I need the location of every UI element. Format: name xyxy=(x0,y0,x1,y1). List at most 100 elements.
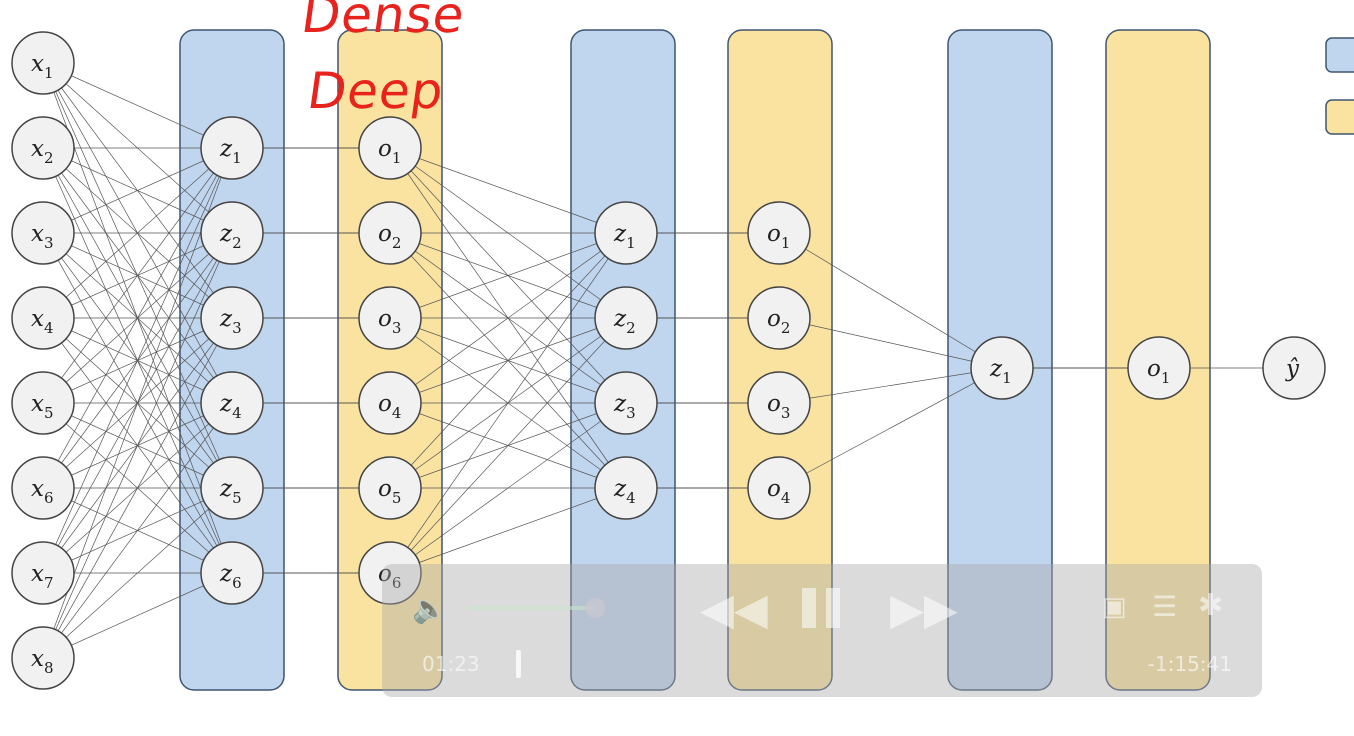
node-label: o1 xyxy=(1147,356,1170,387)
node-circle xyxy=(358,286,422,350)
node-o-2-5: o5 xyxy=(358,456,422,520)
node-circle xyxy=(594,286,658,350)
playlist-icon[interactable]: ☰ xyxy=(1152,590,1178,623)
connection-edge xyxy=(389,232,627,574)
node-input-0-8: x8 xyxy=(11,626,75,690)
node-input-0-6: x6 xyxy=(11,456,75,520)
rewind-icon[interactable]: ◀◀ xyxy=(700,584,768,635)
volume-slider-track[interactable] xyxy=(467,606,595,610)
node-circle xyxy=(11,456,75,520)
node-o-4-4: o4 xyxy=(747,456,811,520)
fast-forward-icon[interactable]: ▶▶ xyxy=(890,584,958,635)
connection-edge xyxy=(42,147,233,234)
node-label: x5 xyxy=(31,391,54,422)
node-label: o2 xyxy=(378,221,401,252)
node-circle xyxy=(200,201,264,265)
node-circle xyxy=(1127,336,1191,400)
connection-edge xyxy=(389,232,627,319)
node-label: z1 xyxy=(219,136,242,167)
node-label: z2 xyxy=(219,221,242,252)
connection-edge xyxy=(42,147,233,404)
node-circle xyxy=(594,456,658,520)
node-z-3-4: z4 xyxy=(594,456,658,520)
connection-edge xyxy=(42,487,233,659)
volume-slider-knob[interactable] xyxy=(585,598,605,618)
node-label: x1 xyxy=(31,51,54,82)
node-input-0-4: x4 xyxy=(11,286,75,350)
picture-in-picture-icon[interactable]: ▣ xyxy=(1102,592,1127,622)
node-circle xyxy=(594,371,658,435)
node-label: x4 xyxy=(31,306,54,337)
connection-edge xyxy=(42,232,233,659)
connection-edge xyxy=(42,317,233,659)
node-label: z5 xyxy=(219,476,242,507)
node-label: o4 xyxy=(378,391,401,422)
node-circle xyxy=(970,336,1034,400)
node-z-1-1: z1 xyxy=(200,116,264,180)
node-circle xyxy=(747,371,811,435)
node-circle xyxy=(747,456,811,520)
node-input-0-1: x1 xyxy=(11,31,75,95)
node-circle xyxy=(358,371,422,435)
node-z-1-6: z6 xyxy=(200,541,264,605)
connection-edge xyxy=(389,232,627,404)
connection-edge xyxy=(42,147,233,574)
node-circle xyxy=(358,201,422,265)
layer-band-3 xyxy=(570,29,676,691)
connection-edge xyxy=(42,147,233,319)
settings-icon[interactable]: ✱ xyxy=(1198,588,1224,623)
node-label: o6 xyxy=(378,561,401,592)
node-circle xyxy=(11,371,75,435)
node-o-2-3: o3 xyxy=(358,286,422,350)
node-circle xyxy=(358,456,422,520)
node-z-5-1: z1 xyxy=(970,336,1034,400)
connection-edge xyxy=(42,62,233,149)
elapsed-time: 01:23 xyxy=(422,652,480,676)
handwritten-note-deep: Deep xyxy=(303,62,448,120)
node-circle xyxy=(747,286,811,350)
node-o-6-1: o1 xyxy=(1127,336,1191,400)
node-input-0-2: x2 xyxy=(11,116,75,180)
node-label: x8 xyxy=(31,646,54,677)
node-o-4-3: o3 xyxy=(747,371,811,435)
node-circle xyxy=(358,541,422,605)
node-label: z6 xyxy=(219,561,242,592)
node-input-0-5: x5 xyxy=(11,371,75,435)
connection-edge xyxy=(389,487,627,574)
node-z-1-3: z3 xyxy=(200,286,264,350)
node-circle xyxy=(11,201,75,265)
node-label: z3 xyxy=(613,391,636,422)
connection-edge xyxy=(778,367,1003,404)
node-o-2-6: o6 xyxy=(358,541,422,605)
node-label: z1 xyxy=(989,356,1012,387)
node-label: x3 xyxy=(31,221,54,252)
node-circle xyxy=(747,201,811,265)
connection-edge xyxy=(778,232,1003,369)
node-o-2-1: o1 xyxy=(358,116,422,180)
connection-edge xyxy=(778,317,1003,369)
node-circle xyxy=(1262,336,1326,400)
scrub-handle[interactable] xyxy=(516,650,521,678)
node-circle xyxy=(200,286,264,350)
connection-edge xyxy=(42,402,233,659)
node-circle xyxy=(200,371,264,435)
node-z-3-3: z3 xyxy=(594,371,658,435)
node-label: o1 xyxy=(767,221,790,252)
node-z-3-1: z1 xyxy=(594,201,658,265)
video-player-controls[interactable]: 🔈 ◀◀ ▶▶ ▣ ☰ ✱ 01:23 -1:15:41 xyxy=(382,564,1262,697)
connection-edge xyxy=(778,367,1003,489)
node-input-0-3: x3 xyxy=(11,201,75,265)
node-circle xyxy=(200,541,264,605)
node-label: o3 xyxy=(378,306,401,337)
node-circle xyxy=(358,116,422,180)
node-circle xyxy=(11,541,75,605)
node-z-1-2: z2 xyxy=(200,201,264,265)
node-label: o4 xyxy=(767,476,790,507)
volume-icon[interactable]: 🔈 xyxy=(412,592,447,625)
node-circle xyxy=(594,201,658,265)
node-z-1-4: z4 xyxy=(200,371,264,435)
node-label: z4 xyxy=(219,391,242,422)
node-o-4-2: o2 xyxy=(747,286,811,350)
pause-icon[interactable] xyxy=(802,588,816,628)
